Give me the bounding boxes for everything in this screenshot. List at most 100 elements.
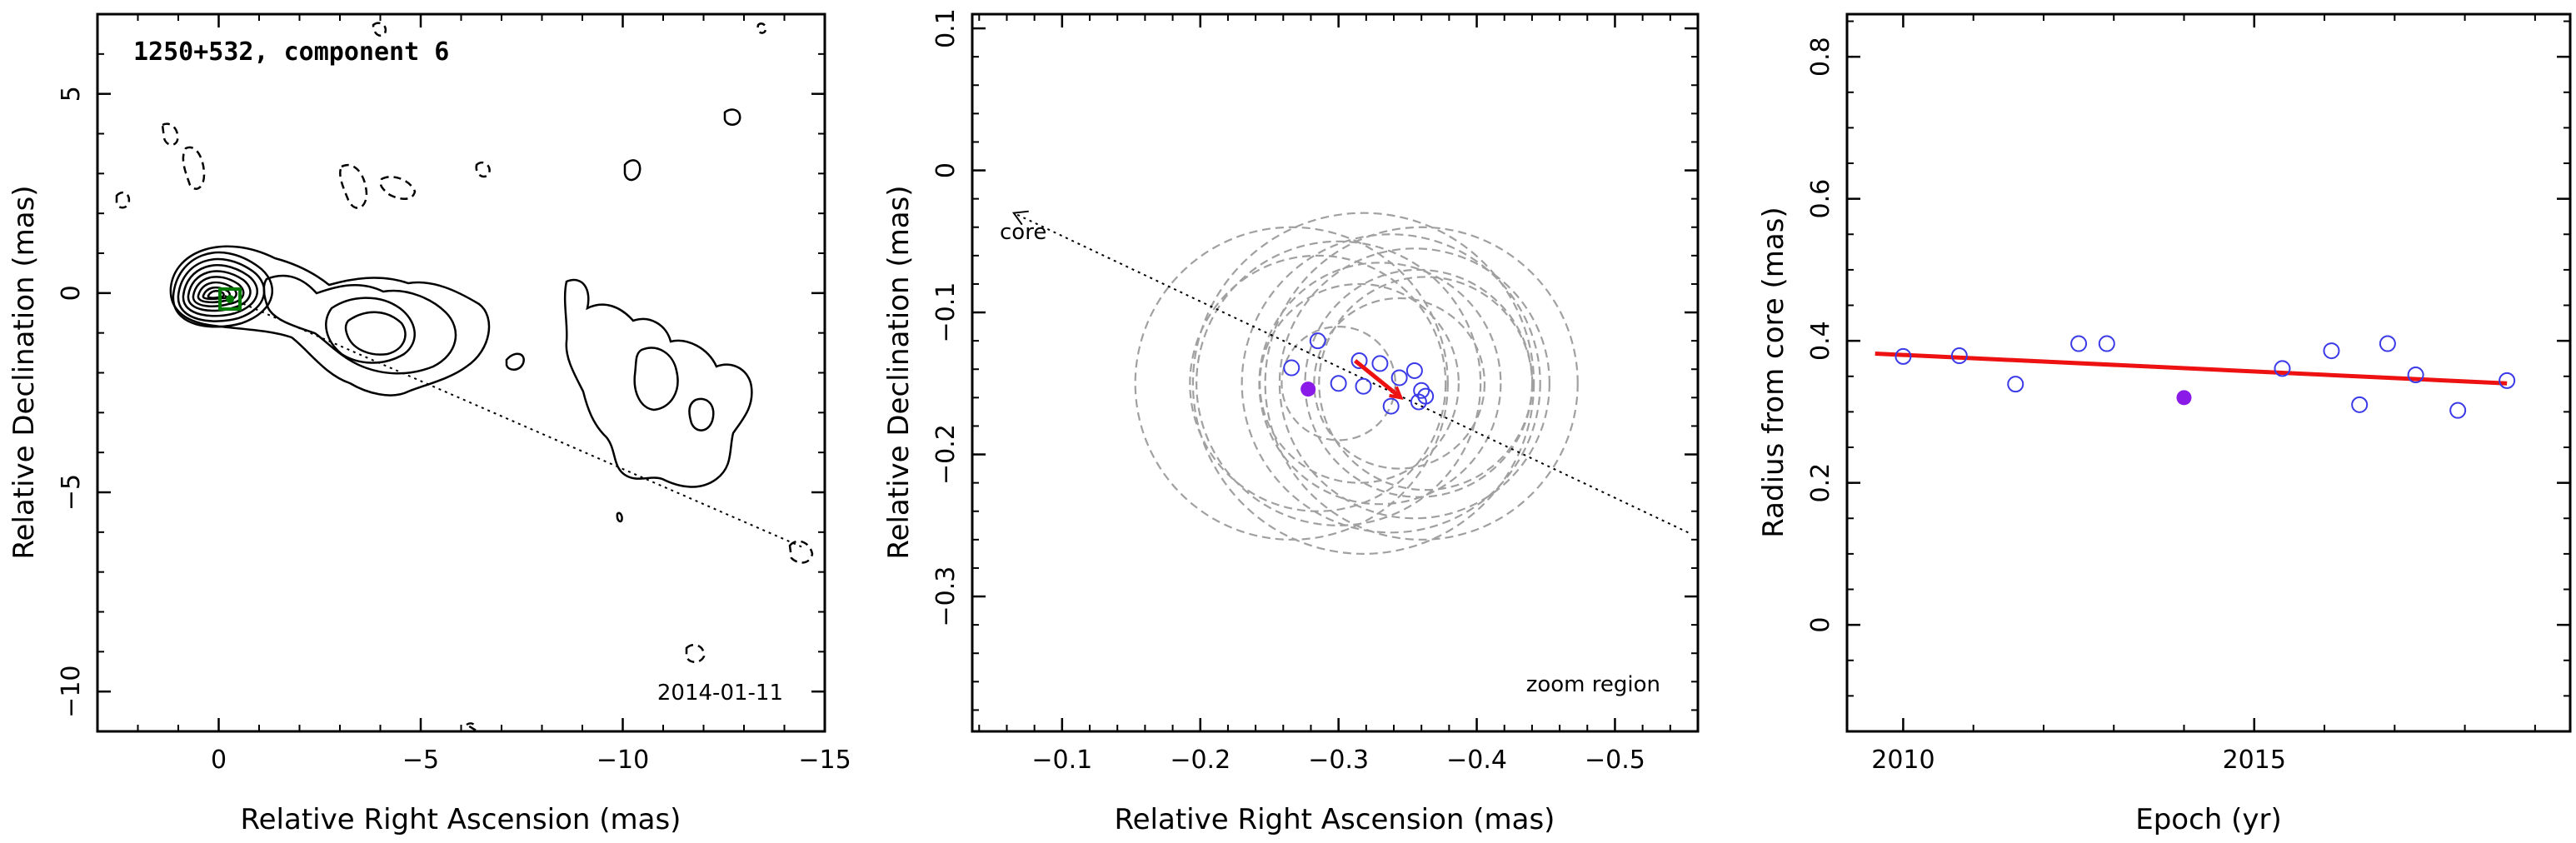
y-tick-label: −0.1 xyxy=(931,282,961,343)
velocity-vector xyxy=(1353,359,1404,400)
error-circle xyxy=(1191,212,1535,555)
x-tick-label: −0.4 xyxy=(1446,746,1507,775)
x-ticks: 2010 2015 xyxy=(1871,14,2536,775)
contour-level xyxy=(505,352,525,371)
negative-contour xyxy=(339,164,368,209)
contour-level xyxy=(207,290,225,299)
position-point xyxy=(1405,362,1423,379)
x-ticks: −0.1 −0.2 −0.3 −0.4 −0.5 xyxy=(978,14,1699,775)
contour-level xyxy=(197,281,237,304)
error-circle xyxy=(1278,247,1550,520)
epoch-date-label: 2014-01-11 xyxy=(657,681,783,706)
highlight-point xyxy=(2176,390,2192,406)
contour-level xyxy=(187,270,252,312)
contour-panel: 0 −5 −10 −15 50−5−10 1250+532, component 6 … xyxy=(7,12,851,836)
radius-point xyxy=(2007,376,2024,393)
radius-point xyxy=(2449,402,2467,419)
radius-point xyxy=(2379,335,2396,352)
plot-title: 1250+532, component 6 xyxy=(133,37,449,67)
error-circle xyxy=(1313,297,1486,470)
core-arrow-head xyxy=(1011,210,1029,226)
error-circle xyxy=(1258,262,1502,506)
contour-level xyxy=(262,274,457,375)
position-point xyxy=(1382,397,1400,415)
velocity-arrow-shaft xyxy=(1353,359,1402,400)
contour-level xyxy=(623,159,642,182)
radius-panel: 2010 2015 0 0.2 0.4 0.6 0.8 Epoch (yr) Radius… xyxy=(1757,12,2572,836)
error-circle xyxy=(1196,240,1482,526)
y-tick-label: 0.6 xyxy=(1806,179,1835,219)
error-circle xyxy=(1241,233,1541,534)
negative-contour xyxy=(115,191,131,209)
x-tick-label: −10 xyxy=(597,746,649,775)
radius-point xyxy=(2351,396,2369,413)
negative-contour xyxy=(685,643,706,663)
negative-contour xyxy=(161,122,179,146)
x-tick-label: −0.2 xyxy=(1170,746,1231,775)
component-square xyxy=(218,287,242,312)
contour-level xyxy=(688,397,715,431)
x-tick-label: −5 xyxy=(402,746,439,775)
y-tick-label: −10 xyxy=(57,666,86,718)
position-points xyxy=(1283,332,1435,415)
core-direction-line xyxy=(1013,212,1689,534)
x-axis-label: Relative Right Ascension (mas) xyxy=(1115,803,1555,836)
contour-level xyxy=(344,311,407,356)
radius-point xyxy=(2323,342,2340,360)
y-tick-label: −0.2 xyxy=(931,424,961,485)
error-circle xyxy=(1189,254,1447,512)
x-tick-label: −0.1 xyxy=(1031,746,1092,775)
y-tick-label: −0.3 xyxy=(931,566,961,627)
x-tick-label: −0.5 xyxy=(1585,746,1645,775)
velocity-arrow-head xyxy=(1389,386,1404,400)
fit-line-segment xyxy=(1875,351,2508,386)
position-point xyxy=(1350,352,1368,370)
contour-level xyxy=(616,511,623,523)
position-point xyxy=(1309,332,1326,350)
x-tick-label: 2010 xyxy=(1871,746,1934,775)
radius-point xyxy=(2098,335,2115,352)
x-axis-label: Epoch (yr) xyxy=(2135,803,2282,836)
component-marker xyxy=(218,287,242,312)
contour-level xyxy=(169,245,491,397)
error-circle xyxy=(1264,226,1579,541)
y-ticks: 5 0 −5 −10 xyxy=(57,13,825,732)
core-arrow-tip xyxy=(1011,210,1029,226)
y-tick-label: 5 xyxy=(57,86,86,102)
core-label: core xyxy=(1000,220,1046,245)
contour-level xyxy=(563,279,753,488)
y-tick-label: −5 xyxy=(57,474,86,511)
y-tick-label: 0.2 xyxy=(1806,463,1835,503)
position-point xyxy=(1371,355,1389,372)
zoom-region-label: zoom region xyxy=(1526,672,1660,697)
negative-contour xyxy=(475,161,491,178)
radius-point xyxy=(1950,347,1968,365)
x-axis-label: Relative Right Ascension (mas) xyxy=(241,803,681,836)
negative-contours xyxy=(115,22,814,731)
y-tick-label: 0.4 xyxy=(1806,321,1835,361)
y-tick-label: 0.8 xyxy=(1806,37,1835,77)
y-ticks: 0 0.2 0.4 0.6 0.8 xyxy=(1806,20,2570,697)
y-tick-label: 0 xyxy=(1806,617,1835,633)
contour-lines xyxy=(115,22,814,731)
error-circle xyxy=(1318,276,1534,491)
contour-level xyxy=(723,108,741,126)
x-tick-label: 2015 xyxy=(2223,746,2286,775)
contour-level xyxy=(325,297,416,364)
component-dot xyxy=(226,295,235,304)
error-circle xyxy=(1259,282,1460,484)
y-tick-label: 0 xyxy=(57,285,86,301)
x-tick-label: −0.3 xyxy=(1308,746,1369,775)
zoom-panel: −0.1 −0.2 −0.3 −0.4 −0.5 0.1 0 −0.1 −0.2 −0.3 co… xyxy=(882,8,1700,836)
y-axis-label: Radius from core (mas) xyxy=(1757,207,1790,537)
y-tick-label: 0.1 xyxy=(931,8,961,48)
y-ticks: 0.1 0 −0.1 −0.2 −0.3 xyxy=(931,8,1698,711)
radius-point xyxy=(1895,347,1912,365)
contour-level xyxy=(182,264,258,317)
contour-level xyxy=(633,347,679,412)
radius-point xyxy=(2070,335,2088,352)
contour-level xyxy=(172,251,273,328)
fit-line xyxy=(1875,351,2508,386)
radius-points xyxy=(1895,335,2516,419)
